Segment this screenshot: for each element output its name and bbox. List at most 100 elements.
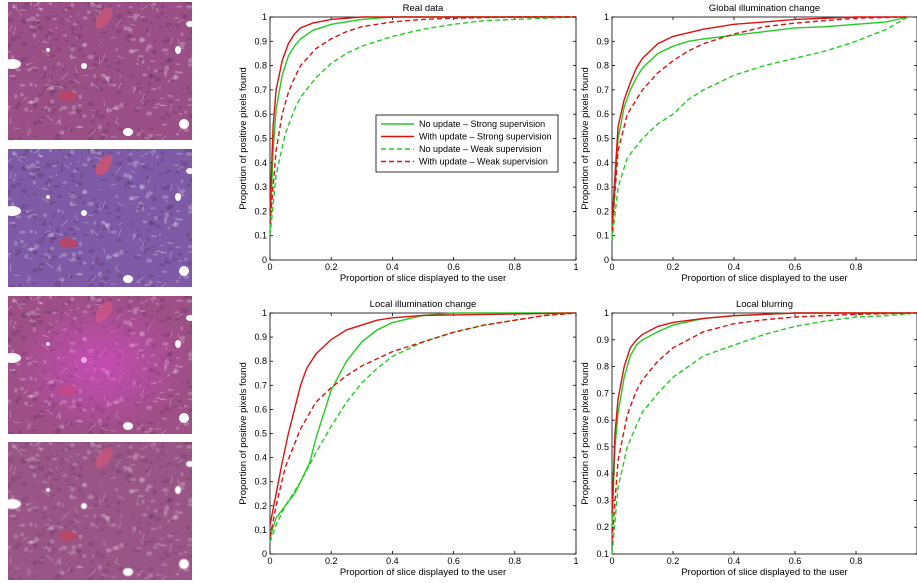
y-tick-label: 1	[604, 308, 609, 318]
tissue-image-local-blurring	[8, 442, 192, 580]
y-tick-label: 0.1	[596, 231, 609, 241]
series-line	[611, 312, 917, 541]
series-line	[611, 16, 909, 241]
chart-title: Local blurring	[736, 299, 793, 310]
series-line	[269, 16, 576, 224]
y-tick-label: 0.6	[596, 415, 609, 425]
x-tick-label: 0.6	[789, 262, 802, 272]
tissue-texture	[8, 296, 192, 434]
y-tick-label: 0.8	[596, 61, 609, 71]
plot-area	[269, 312, 577, 555]
y-tick-label: 0.2	[596, 206, 609, 216]
x-tick-label: 0.6	[447, 556, 460, 566]
y-axis-label: Proportion of positive pixels found	[238, 67, 249, 210]
series-line	[269, 16, 577, 236]
y-axis-label: Proportion of positive pixels found	[580, 362, 591, 505]
series-line	[269, 312, 577, 526]
y-axis-label: Proportion of positive pixels found	[580, 67, 591, 210]
y-tick-label: 0.6	[254, 109, 267, 119]
x-tick-label: 0.8	[850, 262, 863, 272]
x-tick-label: 0	[609, 556, 614, 566]
x-tick-label: 0.2	[325, 262, 338, 272]
y-tick-label: 0.3	[596, 182, 609, 192]
chart-title: Global illumination change	[709, 3, 820, 14]
series-line	[611, 16, 908, 231]
x-tick-label: 0	[267, 556, 272, 566]
y-tick-label: 0.3	[254, 477, 267, 487]
tissue-texture	[8, 149, 192, 287]
legend-label: No update – Weak supervision	[419, 144, 541, 154]
y-tick-label: 0.4	[596, 469, 609, 479]
series-line	[611, 16, 908, 224]
y-tick-label: 0.1	[254, 525, 267, 535]
y-tick-label: 1	[262, 12, 267, 22]
y-tick-label: 0.7	[596, 388, 609, 398]
y-tick-label: 0.9	[596, 36, 609, 46]
legend-label: With update – Weak supervision	[419, 157, 548, 167]
chart-panel: Global illumination change 0 0.2 0.4 0.6 0.8 0…	[580, 3, 917, 284]
x-tick-label: 1	[573, 556, 578, 566]
x-axis-label: Proportion of slice displayed to the use…	[681, 567, 847, 578]
x-axis-label: Proportion of slice displayed to the use…	[681, 273, 847, 284]
y-tick-label: 0.5	[254, 429, 267, 439]
plot-area	[611, 16, 917, 261]
y-tick-label: 0.7	[254, 85, 267, 95]
plot-area	[611, 312, 917, 555]
y-tick-label: 0.9	[596, 335, 609, 345]
series-line	[269, 312, 577, 538]
y-tick-label: 0.5	[596, 134, 609, 144]
x-tick-label: 1	[573, 262, 578, 272]
y-tick-label: 0.3	[596, 495, 609, 505]
x-tick-label: 0.4	[386, 262, 399, 272]
chart-title: Local illumination change	[370, 299, 477, 310]
series-line	[269, 16, 576, 212]
y-tick-label: 0.4	[254, 453, 267, 463]
x-tick-label: 0	[609, 262, 614, 272]
y-tick-label: 0.8	[254, 356, 267, 366]
x-tick-label: 0.2	[325, 556, 338, 566]
y-tick-label: 0	[262, 549, 267, 559]
y-tick-label: 0.7	[596, 85, 609, 95]
y-tick-label: 0.2	[596, 522, 609, 532]
y-axis-label: Proportion of positive pixels found	[238, 362, 249, 505]
x-tick-label: 0.2	[667, 556, 680, 566]
series-line	[611, 312, 917, 555]
tissue-image-original	[8, 2, 192, 140]
x-tick-label: 0.8	[509, 262, 522, 272]
y-tick-label: 1	[262, 308, 267, 318]
x-tick-label: 0.4	[728, 556, 741, 566]
chart-panel: Local blurring 0 0.2 0.4 0.6 0.8 0.1 0.2 0.3 0.4 0…	[580, 299, 917, 578]
y-tick-label: 0.1	[254, 231, 267, 241]
x-tick-label: 0.4	[728, 262, 741, 272]
legend-label: With update – Strong supervision	[419, 132, 552, 142]
y-tick-label: 0.1	[596, 549, 609, 559]
y-tick-label: 0.9	[254, 332, 267, 342]
chart-panel: Local illumination change 0 0.2 0.4 0.6 0.8 1 0…	[238, 299, 579, 578]
y-tick-label: 0.8	[254, 61, 267, 71]
tissue-texture	[8, 442, 192, 580]
y-tick-label: 0	[604, 255, 609, 265]
x-tick-label: 0.8	[509, 556, 522, 566]
series-line	[611, 312, 917, 514]
series-line	[611, 16, 908, 236]
y-tick-label: 0.4	[596, 158, 609, 168]
y-tick-label: 0.2	[254, 501, 267, 511]
tissue-image-local-illumination	[8, 296, 192, 434]
x-tick-label: 0	[267, 262, 272, 272]
x-tick-label: 0.4	[386, 556, 399, 566]
tissue-image-global-illumination	[8, 149, 192, 287]
y-tick-label: 0.6	[254, 404, 267, 414]
y-tick-label: 0.7	[254, 380, 267, 390]
x-tick-label: 0.6	[447, 262, 460, 272]
chart-title: Real data	[403, 3, 444, 14]
y-tick-label: 0.6	[596, 109, 609, 119]
y-tick-label: 0.5	[596, 442, 609, 452]
series-line	[269, 312, 576, 538]
y-tick-label: 0.2	[254, 206, 267, 216]
x-tick-label: 0.2	[667, 262, 680, 272]
x-tick-label: 0.6	[789, 556, 802, 566]
y-tick-label: 0.9	[254, 36, 267, 46]
x-axis-label: Proportion of slice displayed to the use…	[340, 567, 506, 578]
y-tick-label: 1	[604, 12, 609, 22]
